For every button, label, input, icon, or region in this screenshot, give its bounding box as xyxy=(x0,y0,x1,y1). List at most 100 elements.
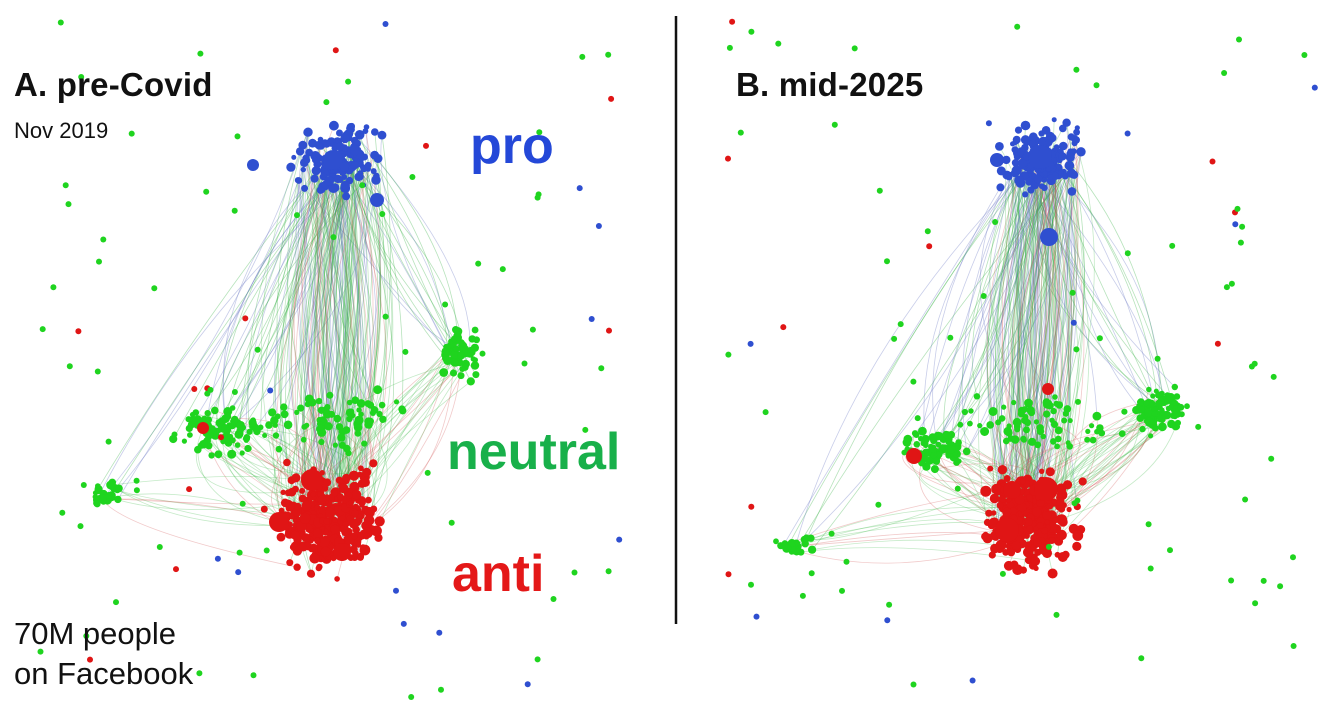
pro-node xyxy=(985,120,992,127)
neutral-node xyxy=(275,445,283,453)
neutral-node xyxy=(1020,435,1027,443)
edge xyxy=(998,176,1039,514)
neutral-node xyxy=(450,350,459,359)
anti-node xyxy=(356,542,362,548)
edge xyxy=(345,150,356,519)
neutral-node xyxy=(808,545,817,554)
neutral-node xyxy=(402,348,409,355)
neutral-node xyxy=(1124,250,1131,257)
neutral-node xyxy=(1277,583,1284,590)
neutral-node xyxy=(1158,422,1167,432)
edge xyxy=(1029,181,1064,516)
neutral-node xyxy=(947,445,956,454)
edge xyxy=(1015,177,1061,502)
edge xyxy=(1014,168,1070,517)
anti-node xyxy=(1057,552,1068,562)
neutral-node xyxy=(239,450,245,456)
neutral-node xyxy=(1139,425,1146,433)
neutral-node xyxy=(897,321,904,328)
anti-node xyxy=(218,434,224,441)
edge xyxy=(303,172,330,502)
edge xyxy=(1020,151,1072,503)
neutral-node xyxy=(439,368,449,377)
anti-node xyxy=(365,496,372,504)
anti-node xyxy=(1023,517,1033,527)
anti-node xyxy=(309,553,321,564)
pro-node xyxy=(312,156,319,164)
pro-node xyxy=(1124,130,1131,137)
neutral-node xyxy=(1290,554,1296,561)
neutral-node xyxy=(100,236,107,243)
anti-node xyxy=(363,514,375,526)
neutral-node xyxy=(373,385,382,395)
pro-node xyxy=(370,193,384,207)
neutral-node xyxy=(762,409,769,416)
neutral-node xyxy=(246,428,253,435)
neutral-node xyxy=(318,438,325,446)
anti-node xyxy=(289,513,295,520)
neutral-node xyxy=(208,425,216,433)
edge xyxy=(1029,173,1039,445)
neutral-node xyxy=(459,366,466,372)
neutral-node xyxy=(1155,391,1163,399)
anti-node xyxy=(301,500,312,511)
pro-node xyxy=(294,177,301,184)
neutral-node xyxy=(326,391,334,399)
edge xyxy=(295,145,346,544)
anti-node xyxy=(287,487,297,497)
pro-node xyxy=(1076,147,1086,157)
neutral-node xyxy=(448,519,455,526)
edge xyxy=(786,540,1012,564)
anti-node xyxy=(318,505,328,515)
edge xyxy=(318,166,325,512)
edge xyxy=(261,151,301,534)
anti-node xyxy=(1056,497,1065,506)
edge xyxy=(1014,166,1075,516)
edge xyxy=(196,132,311,426)
anti-node xyxy=(997,495,1006,504)
pro-node xyxy=(588,316,595,322)
neutral-node xyxy=(80,482,87,488)
neutral-node xyxy=(980,293,987,299)
neutral-node xyxy=(923,440,929,447)
pro-node xyxy=(576,185,583,192)
pro-node xyxy=(1232,221,1239,228)
neutral-node xyxy=(1154,355,1161,362)
neutral-node xyxy=(128,130,135,137)
neutral-node xyxy=(181,438,187,444)
neutral-node xyxy=(801,541,808,547)
edge xyxy=(1018,150,1047,512)
pro-node xyxy=(1058,169,1064,176)
edge xyxy=(997,165,1032,494)
neutral-node xyxy=(1148,433,1154,439)
neutral-node xyxy=(579,53,586,60)
anti-node xyxy=(345,491,353,499)
anti-node xyxy=(748,503,755,510)
edge xyxy=(995,161,1057,532)
pro-node xyxy=(1053,144,1060,151)
pro-node xyxy=(1011,146,1019,154)
pro-node xyxy=(1073,128,1080,136)
anti-node xyxy=(276,532,286,542)
pro-node xyxy=(300,158,309,167)
edge xyxy=(317,186,355,487)
neutral-node xyxy=(324,404,331,411)
edge xyxy=(1017,157,1071,421)
pro-node xyxy=(335,138,341,144)
neutral-node xyxy=(962,447,971,456)
anti-node xyxy=(1009,507,1018,516)
anti-node xyxy=(348,470,360,481)
edge xyxy=(303,162,347,547)
neutral-node xyxy=(726,44,733,51)
neutral-node xyxy=(231,207,238,214)
neutral-node xyxy=(1092,411,1102,421)
neutral-node xyxy=(133,487,140,494)
edge xyxy=(1021,156,1043,508)
anti-node xyxy=(1006,497,1012,503)
neutral-node xyxy=(1014,23,1021,30)
edge xyxy=(355,175,394,542)
anti-node xyxy=(304,540,311,547)
anti-node xyxy=(780,324,787,331)
neutral-node xyxy=(1050,407,1057,415)
neutral-node xyxy=(1043,410,1051,418)
